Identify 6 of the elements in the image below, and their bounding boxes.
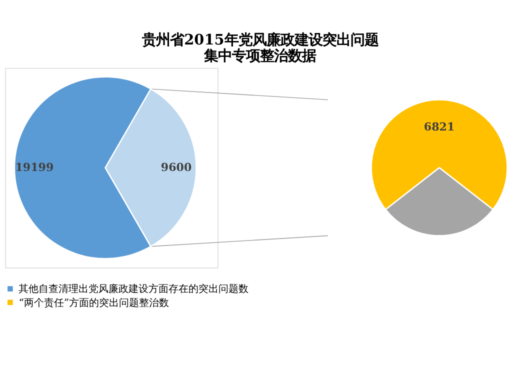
chart-title: 贵州省2015年党风廉政建设突出问题集中专项整治数据 [141,32,378,65]
legend-label: “两个责任”方面的突出问题整治数 [18,296,170,309]
data-label: 19199 [15,161,54,174]
data-label: 6821 [424,120,455,134]
data-label: 9600 [160,161,192,174]
legend-label: 其他自查清理出党风廉政建设方面存在的突出问题数 [18,283,249,296]
